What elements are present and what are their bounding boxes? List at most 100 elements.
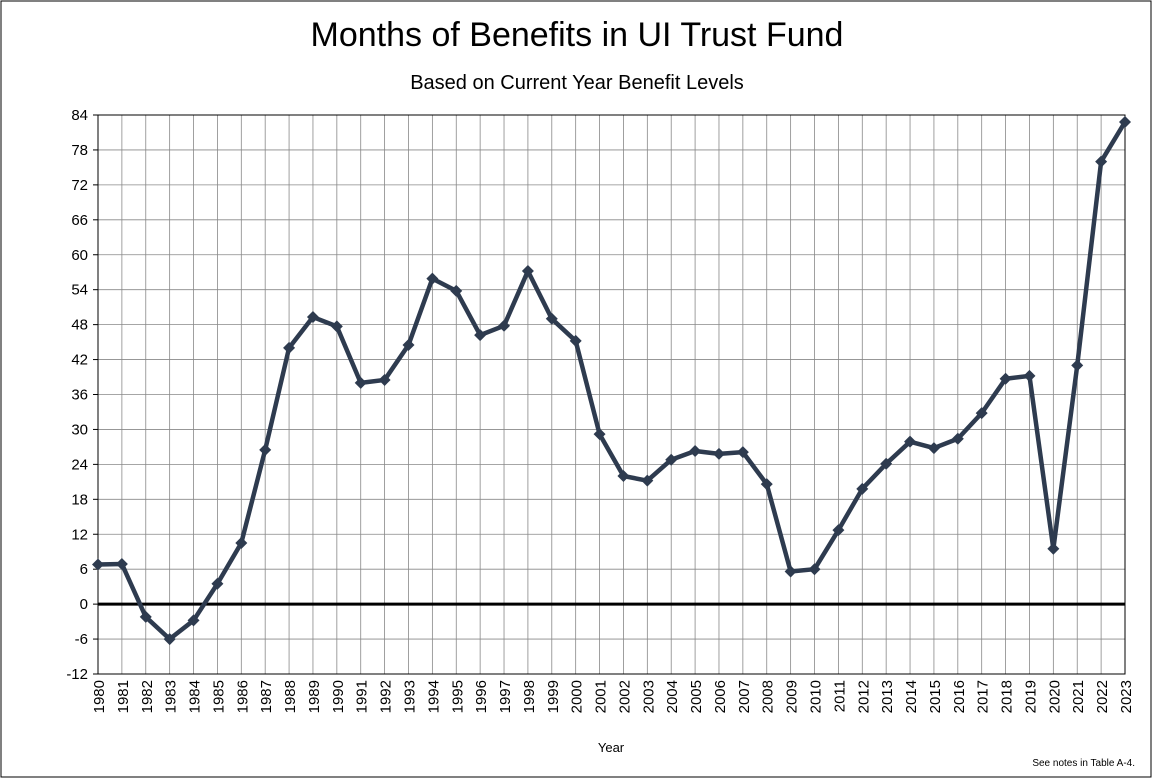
data-marker bbox=[712, 447, 725, 460]
data-marker bbox=[927, 442, 940, 455]
data-marker bbox=[1119, 115, 1131, 128]
x-tick-label: 2012 bbox=[855, 680, 872, 713]
x-tick-label: 1998 bbox=[521, 680, 538, 713]
x-tick-label: 1986 bbox=[234, 680, 251, 713]
x-tick-label: 2020 bbox=[1046, 680, 1063, 713]
x-tick-label: 1991 bbox=[354, 680, 371, 713]
y-tick-label: 42 bbox=[71, 352, 88, 369]
y-tick-label: -12 bbox=[66, 666, 88, 683]
x-tick-label: 1996 bbox=[473, 680, 490, 713]
data-marker bbox=[235, 536, 248, 549]
x-tick-label: 2010 bbox=[808, 680, 825, 713]
x-tick-label: 2019 bbox=[1022, 680, 1039, 713]
x-tick-label: 1981 bbox=[115, 680, 132, 713]
data-marker bbox=[354, 376, 367, 389]
y-tick-label: 12 bbox=[71, 526, 88, 543]
chart-subtitle: Based on Current Year Benefit Levels bbox=[410, 72, 744, 94]
x-tick-label: 2013 bbox=[879, 680, 896, 713]
x-tick-label: 2001 bbox=[593, 680, 610, 713]
data-marker bbox=[951, 432, 964, 445]
data-marker bbox=[139, 610, 152, 623]
x-tick-label: 2005 bbox=[688, 680, 705, 713]
x-tick-label: 2004 bbox=[664, 680, 681, 713]
y-tick-label: 72 bbox=[71, 177, 88, 194]
data-marker bbox=[736, 446, 749, 459]
x-tick-label: 2023 bbox=[1118, 680, 1135, 713]
data-marker bbox=[283, 341, 296, 354]
x-tick-label: 2014 bbox=[903, 680, 920, 713]
data-marker bbox=[808, 563, 821, 576]
x-tick-label: 1989 bbox=[306, 680, 323, 713]
data-marker bbox=[521, 265, 534, 278]
data-marker bbox=[904, 435, 917, 448]
y-tick-label: -6 bbox=[75, 631, 88, 648]
x-tick-label: 2008 bbox=[760, 680, 777, 713]
data-marker bbox=[1047, 542, 1060, 555]
data-marker bbox=[330, 320, 343, 333]
data-marker bbox=[641, 474, 654, 487]
data-marker bbox=[832, 524, 845, 537]
chart-title: Months of Benefits in UI Trust Fund bbox=[311, 16, 844, 54]
y-tick-label: 60 bbox=[71, 247, 88, 264]
x-tick-label: 1995 bbox=[449, 680, 466, 713]
x-tick-label: 2015 bbox=[927, 680, 944, 713]
data-marker bbox=[92, 558, 104, 571]
data-marker bbox=[689, 444, 702, 457]
y-tick-label: 66 bbox=[71, 212, 88, 229]
data-marker bbox=[187, 614, 200, 627]
x-tick-label: 2006 bbox=[712, 680, 729, 713]
data-marker bbox=[569, 334, 582, 347]
data-marker bbox=[593, 428, 606, 441]
y-tick-label: 78 bbox=[71, 142, 88, 159]
x-tick-label: 1993 bbox=[401, 680, 418, 713]
y-tick-label: 54 bbox=[71, 282, 88, 299]
x-tick-label: 2021 bbox=[1070, 680, 1087, 713]
data-marker bbox=[450, 284, 463, 297]
data-marker bbox=[378, 373, 391, 386]
y-tick-label: 24 bbox=[71, 456, 88, 473]
x-tick-label: 1997 bbox=[497, 680, 514, 713]
y-tick-label: 30 bbox=[71, 421, 88, 438]
data-marker bbox=[1023, 369, 1036, 382]
y-tick-label: 84 bbox=[71, 107, 88, 124]
x-tick-label: 2007 bbox=[736, 680, 753, 713]
data-marker bbox=[1095, 155, 1108, 168]
data-marker bbox=[856, 482, 869, 495]
plot-frame bbox=[97, 114, 1126, 675]
x-tick-label: 2011 bbox=[831, 680, 848, 712]
x-tick-label: 1980 bbox=[91, 680, 108, 713]
data-marker bbox=[259, 443, 272, 456]
data-marker bbox=[402, 339, 415, 352]
data-marker bbox=[784, 565, 797, 578]
x-tick-label: 2003 bbox=[640, 680, 657, 713]
x-tick-label: 1987 bbox=[258, 680, 275, 713]
data-marker bbox=[426, 272, 439, 285]
data-marker bbox=[545, 312, 558, 325]
x-tick-label: 1990 bbox=[330, 680, 347, 713]
x-tick-label: 1985 bbox=[210, 680, 227, 713]
data-marker bbox=[999, 372, 1012, 385]
data-marker bbox=[474, 329, 487, 342]
data-marker bbox=[115, 557, 128, 570]
y-tick-label: 48 bbox=[71, 317, 88, 334]
x-tick-label: 2017 bbox=[975, 680, 992, 713]
y-tick-label: 36 bbox=[71, 387, 88, 404]
y-tick-label: 6 bbox=[80, 561, 88, 578]
x-tick-label: 2018 bbox=[999, 680, 1016, 713]
data-marker bbox=[306, 311, 319, 324]
data-marker bbox=[163, 633, 176, 646]
data-marker bbox=[665, 453, 678, 466]
x-tick-label: 1988 bbox=[282, 680, 299, 713]
x-tick-label: 2022 bbox=[1094, 680, 1111, 713]
data-marker bbox=[1071, 359, 1084, 372]
y-tick-label: 18 bbox=[71, 491, 88, 508]
x-tick-label: 2002 bbox=[616, 680, 633, 713]
x-tick-label: 2000 bbox=[569, 680, 586, 713]
y-tick-label: 0 bbox=[80, 596, 88, 613]
data-marker bbox=[617, 470, 630, 483]
data-marker bbox=[975, 407, 988, 420]
x-tick-label: 2009 bbox=[784, 680, 801, 713]
x-tick-label: 1982 bbox=[139, 680, 156, 713]
x-tick-label: 2016 bbox=[951, 680, 968, 713]
